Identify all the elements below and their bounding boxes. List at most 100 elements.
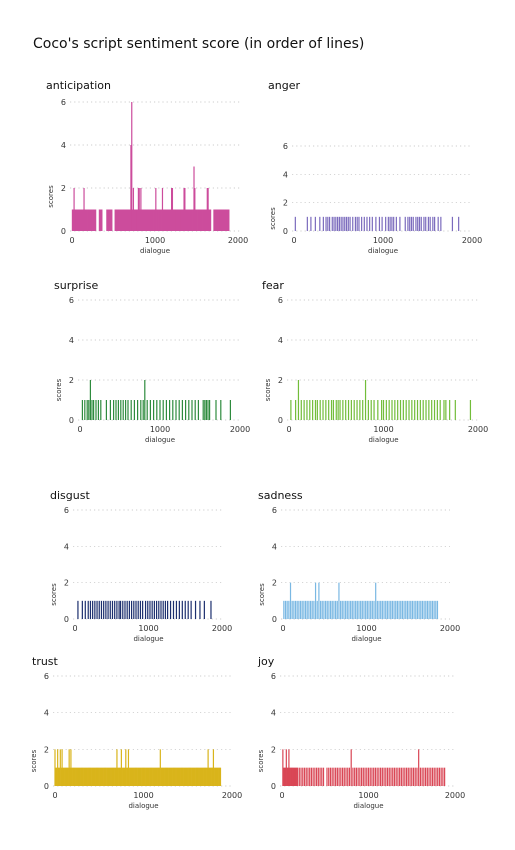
bar: [318, 582, 320, 619]
bar: [302, 767, 304, 786]
bar: [386, 767, 389, 786]
y-tick-label: 6: [69, 296, 74, 305]
bar: [423, 216, 425, 231]
bar: [310, 767, 313, 786]
bar: [322, 216, 324, 231]
bar: [306, 216, 308, 231]
bar: [377, 400, 379, 420]
bar: [411, 400, 413, 420]
bar: [66, 767, 68, 786]
bar: [115, 767, 117, 786]
bar: [327, 216, 329, 231]
bar: [286, 600, 288, 619]
x-tick-label: 2000: [440, 624, 460, 633]
bar: [424, 767, 427, 786]
bar: [88, 400, 90, 420]
bar: [419, 767, 421, 786]
bar: [79, 767, 81, 786]
bar: [93, 209, 95, 231]
bar: [186, 209, 188, 231]
bar: [88, 767, 90, 786]
bar: [306, 400, 308, 420]
bar: [207, 400, 209, 420]
bar: [401, 600, 404, 619]
bar: [151, 600, 153, 619]
bar: [358, 216, 360, 231]
bar: [314, 400, 317, 420]
bar: [121, 209, 123, 231]
bar: [84, 400, 86, 420]
bar: [338, 216, 340, 231]
bar: [340, 600, 342, 619]
bar: [328, 767, 330, 786]
bar: [198, 209, 200, 231]
bar: [399, 767, 401, 786]
bar: [123, 209, 125, 231]
y-tick-label: 2: [283, 199, 288, 208]
bar: [199, 600, 201, 619]
bar: [127, 209, 129, 231]
bar: [126, 767, 129, 786]
bar: [106, 209, 108, 231]
x-axis-label: dialogue: [351, 635, 381, 643]
bar: [435, 767, 437, 786]
bar: [142, 600, 144, 619]
bar: [212, 749, 215, 786]
bar: [440, 767, 442, 786]
bar: [225, 209, 227, 231]
bar: [99, 767, 101, 786]
bar: [309, 767, 311, 786]
bar: [345, 216, 348, 231]
bar: [97, 400, 99, 420]
bar: [304, 600, 307, 619]
bar: [150, 209, 152, 231]
bar: [399, 216, 401, 231]
bar: [98, 600, 100, 619]
bar: [137, 400, 139, 420]
y-tick-label: 2: [278, 376, 283, 385]
bar: [399, 400, 402, 420]
bar: [167, 767, 169, 786]
y-tick-label: 0: [69, 416, 74, 425]
y-tick-label: 4: [61, 141, 66, 150]
bar: [190, 767, 192, 786]
bar: [354, 767, 356, 786]
bar: [356, 400, 358, 420]
bar: [220, 209, 222, 231]
bar: [121, 767, 123, 786]
x-tick-label: 2000: [445, 791, 465, 800]
bar: [303, 400, 305, 420]
x-tick-label: 2000: [212, 624, 232, 633]
bar: [362, 400, 364, 420]
bar: [82, 209, 84, 231]
bar: [367, 400, 369, 420]
bar: [128, 209, 130, 231]
bar: [381, 600, 383, 619]
bar: [440, 216, 442, 231]
bar: [88, 767, 91, 786]
bar: [72, 209, 74, 231]
bar: [395, 216, 397, 231]
bar: [117, 209, 120, 231]
bar: [300, 767, 302, 786]
bar: [422, 400, 424, 420]
bar: [106, 767, 108, 786]
bar: [103, 767, 105, 786]
bar: [144, 767, 146, 786]
bar: [428, 400, 430, 420]
bar: [141, 209, 143, 231]
bar: [383, 600, 385, 619]
bar: [433, 400, 436, 420]
y-tick-label: 2: [61, 184, 66, 193]
bar: [95, 767, 98, 786]
bar: [95, 209, 97, 231]
bar: [290, 767, 292, 786]
bar: [125, 749, 127, 786]
bar: [208, 209, 210, 231]
bar: [284, 767, 287, 786]
bar: [58, 767, 61, 786]
bar: [118, 209, 120, 231]
bar: [181, 767, 184, 786]
bar: [200, 767, 202, 786]
bar: [86, 400, 88, 420]
